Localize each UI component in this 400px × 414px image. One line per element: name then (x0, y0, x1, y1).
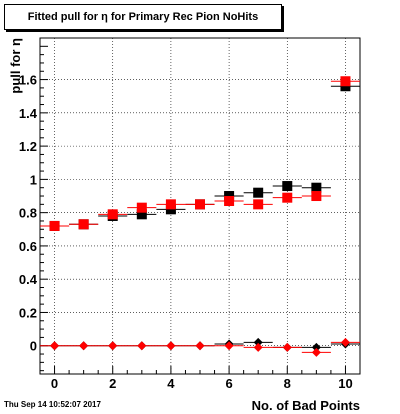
y-tick-label: 0.8 (19, 206, 37, 221)
data-point-diamond (137, 341, 147, 351)
data-point-diamond (282, 342, 292, 352)
axis-labels: 0 2 4 6 8 10 0 0.2 0.4 0.6 0.8 1 1.2 1.4 1.6 No. of Bad… (8, 38, 360, 413)
data-point-square (311, 182, 322, 193)
data-point-square (165, 199, 176, 210)
y-tick-label: 1 (30, 172, 37, 187)
data-point-square (282, 181, 293, 192)
data-point-diamond (340, 337, 350, 347)
x-tick-label: 6 (225, 376, 232, 391)
data-point-diamond (253, 337, 263, 347)
data-point-square (253, 187, 264, 198)
data-point-diamond (166, 341, 176, 351)
data-point-square (340, 76, 351, 87)
data-point-diamond (311, 347, 321, 357)
data-point-square (78, 219, 89, 230)
x-tick-label: 4 (167, 376, 175, 391)
chart-marks (40, 76, 360, 357)
axes (39, 37, 361, 375)
data-point-diamond (50, 341, 60, 351)
data-point-diamond (195, 341, 205, 351)
y-axis-title: pull for η (8, 38, 23, 94)
data-point-square (253, 199, 264, 210)
data-point-square (107, 209, 118, 220)
y-tick-label: 1.6 (19, 73, 37, 88)
x-axis-title: No. of Bad Points (252, 398, 360, 413)
y-tick-label: 0.2 (19, 305, 37, 320)
data-point-square (136, 202, 147, 213)
x-tick-label: 2 (109, 376, 116, 391)
data-point-diamond (224, 341, 234, 351)
data-point-diamond (311, 342, 321, 352)
x-tick-label: 0 (51, 376, 58, 391)
x-tick-label: 8 (284, 376, 291, 391)
y-tick-label: 1.2 (19, 139, 37, 154)
data-point-diamond (253, 342, 263, 352)
x-tick-label: 10 (338, 376, 352, 391)
data-point-square (282, 192, 293, 203)
y-tick-label: 0.4 (19, 272, 38, 287)
data-point-diamond (108, 341, 118, 351)
data-point-square (136, 209, 147, 220)
data-point-square (195, 199, 205, 210)
chart-title: Fitted pull for η for Primary Rec Pion N… (4, 4, 282, 30)
y-tick-label: 0 (30, 339, 37, 354)
data-point-diamond (79, 341, 89, 351)
data-point-square (49, 220, 60, 231)
y-tick-label: 1.4 (19, 106, 38, 121)
data-point-square (311, 191, 322, 202)
data-point-square (224, 196, 235, 207)
timestamp-label: Thu Sep 14 10:52:07 2017 (4, 400, 101, 409)
y-tick-label: 0.6 (19, 239, 37, 254)
